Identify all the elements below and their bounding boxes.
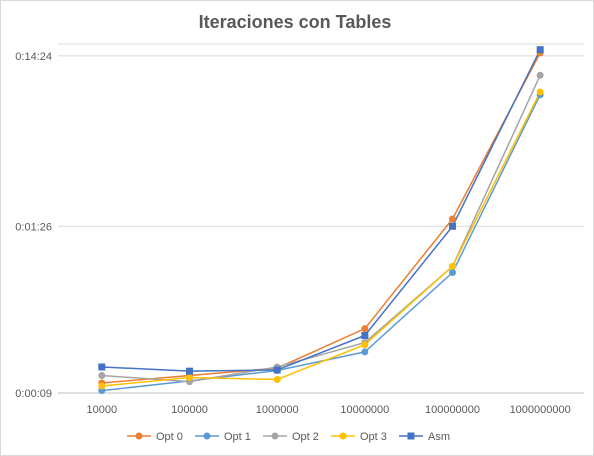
data-point-opt-0 [361,325,369,333]
data-point-opt-3 [536,88,544,96]
legend-label: Asm [428,431,450,443]
series-line-opt-0 [101,52,541,384]
data-point-asm [186,367,193,375]
legend-item-opt-1: Opt 1 [195,431,251,443]
series-line-opt-3 [101,91,541,387]
data-point-opt-0 [449,215,456,223]
data-point-asm [361,332,369,340]
legend-item-asm: Asm [399,431,450,443]
x-tick-label: 100000000 [425,404,480,416]
legend-label: Opt 2 [292,431,319,443]
x-tick-label: 1000000000 [510,404,571,416]
x-tick-label: 100000 [171,404,208,416]
legend-marker [203,432,211,440]
data-point-opt-2 [98,372,106,380]
data-point-opt-3 [186,374,193,382]
legend-label: Opt 1 [224,431,251,443]
x-tick-label: 10000000 [340,404,389,416]
data-point-opt-1 [361,348,369,356]
data-point-asm [536,46,544,54]
data-point-opt-3 [98,382,106,390]
series-line-opt-2 [101,74,541,383]
legend-marker [407,432,415,440]
legend-marker [339,432,347,440]
series-line-asm [101,49,541,372]
data-point-opt-3 [361,341,369,349]
legend-item-opt-3: Opt 3 [331,431,387,443]
legend-label: Opt 3 [360,431,387,443]
data-point-opt-3 [273,376,281,384]
legend-item-opt-2: Opt 2 [263,431,319,443]
data-point-asm [273,366,281,374]
y-tick-label: 0:00:09 [15,388,52,400]
x-tick-label: 1000000 [256,404,299,416]
data-point-asm [449,222,456,230]
chart-title: Iteraciones con Tables [199,12,392,32]
series-line-opt-1 [101,94,541,392]
x-tick-label: 10000 [87,404,118,416]
data-point-opt-1 [449,269,456,277]
data-point-opt-2 [536,71,544,79]
legend-label: Opt 0 [156,431,183,443]
y-tick-label: 0:14:24 [15,51,52,63]
data-point-opt-3 [449,262,456,270]
legend-marker [135,432,143,440]
y-tick-label: 0:01:26 [15,221,52,233]
data-point-asm [98,363,106,371]
legend-item-opt-0: Opt 0 [127,431,183,443]
legend-marker [271,432,279,440]
